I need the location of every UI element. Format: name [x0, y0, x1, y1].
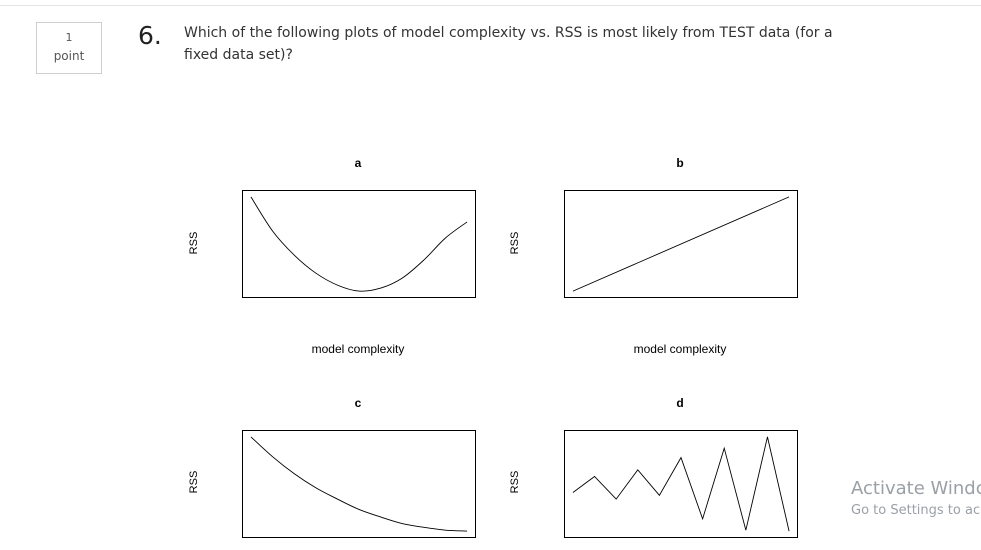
plot-a-xlabel: model complexity [311, 342, 405, 356]
points-unit: point [53, 49, 85, 63]
points-box: 1 point [36, 22, 102, 74]
plot-d-series-line [572, 436, 790, 532]
question-text: Which of the following plots of model co… [184, 25, 833, 63]
plot-b-frame [564, 190, 798, 298]
plot-a-title: a [354, 156, 362, 170]
top-divider [0, 5, 981, 6]
plot-d-ylabel: RSS [509, 470, 521, 494]
plot-a-series-line [250, 196, 468, 292]
plot-c-series-line [250, 436, 468, 532]
plot-d-title: d [676, 396, 684, 410]
plot-a-frame [242, 190, 476, 298]
question-number: 6. [138, 21, 162, 50]
plot-b-title: b [676, 156, 684, 170]
plot-b-xlabel: model complexity [633, 342, 727, 356]
plot-d-chart [572, 436, 790, 532]
plot-b-ylabel: RSS [509, 231, 521, 255]
plot-c-title: c [354, 396, 362, 410]
plot-b-chart [572, 196, 790, 292]
plot-c-chart [250, 436, 468, 532]
activation-watermark-subtitle: Go to Settings to ac [851, 503, 981, 518]
activation-watermark-title: Activate Windc [851, 478, 981, 499]
plot-a-ylabel: RSS [188, 231, 200, 255]
plot-c-frame [242, 430, 476, 538]
plot-a-chart [250, 196, 468, 292]
plot-b-series-line [572, 196, 790, 292]
points-value: 1 [65, 31, 73, 44]
plot-d-frame [564, 430, 798, 538]
plot-c-ylabel: RSS [188, 470, 200, 494]
